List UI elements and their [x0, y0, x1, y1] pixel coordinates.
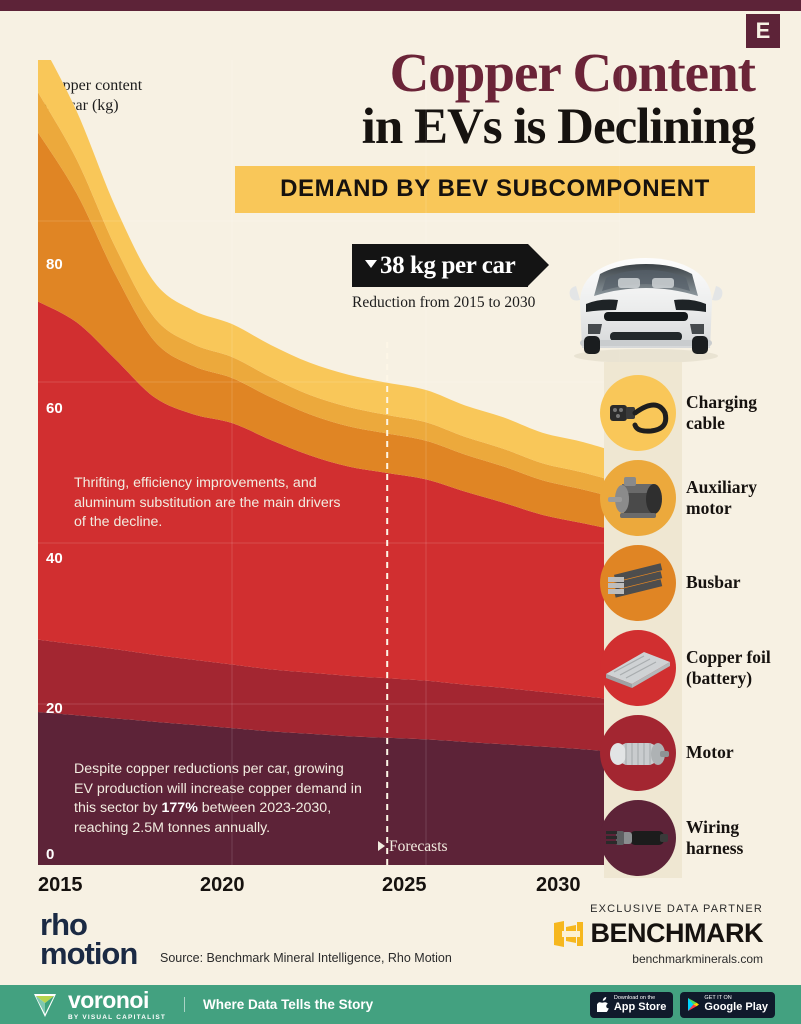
legend-label-line2: motor — [686, 497, 732, 518]
area-band-auxiliary-motor — [38, 92, 620, 499]
legend-label: Motor — [686, 742, 734, 763]
y-tick-40: 40 — [46, 550, 63, 567]
x-tick-2020: 2020 — [200, 874, 245, 896]
legend-swatch — [600, 544, 676, 621]
y-tick-0: 0 — [46, 846, 55, 863]
googleplay-big-label: Google Play — [704, 1000, 768, 1013]
forecast-marker: Forecasts — [378, 838, 448, 856]
publisher-logo-letter: E — [755, 18, 771, 43]
legend-swatch — [600, 629, 676, 706]
page-title-line1: Copper Content — [389, 42, 756, 103]
apple-icon — [596, 997, 609, 1012]
x-tick-2015: 2015 — [38, 874, 83, 896]
legend-label: Charging cable — [686, 392, 757, 434]
reduction-badge-caption: Reduction from 2015 to 2030 — [352, 294, 536, 311]
legend-label: Busbar — [686, 572, 740, 593]
voronoi-tagline-sub: BY VISUAL CAPITALIST — [68, 1013, 167, 1021]
appstore-button[interactable]: Download on the App Store — [589, 991, 674, 1018]
title-block: Copper Content in EVs is Declining DEMAN… — [235, 42, 756, 213]
legend-item-motor[interactable]: Motor — [600, 710, 801, 795]
chart-annotation-demand: Despite copper reductions per car, growi… — [74, 760, 364, 838]
legend-item-auxiliary[interactable]: Auxiliary motor — [600, 455, 801, 540]
googleplay-small-label: GET IT ON — [704, 994, 732, 1001]
wiring-harness-icon — [600, 800, 676, 876]
forecast-marker-label: Forecasts — [389, 838, 448, 855]
area-band-charging-cable — [38, 60, 620, 483]
voronoi-logo-icon — [34, 993, 56, 1017]
reduction-badge-value: 38 kg per car — [380, 251, 516, 279]
x-axis: 2015 2020 2025 2030 — [0, 874, 640, 904]
rho-motion-logo: rho motion — [40, 907, 138, 972]
legend-swatch — [600, 374, 676, 451]
legend-item-busbar[interactable]: Busbar — [600, 540, 801, 625]
x-tick-2030: 2030 — [536, 874, 581, 896]
legend-label-line1: Wiring — [686, 816, 740, 837]
legend-swatch — [600, 459, 676, 536]
area-band-copper-foil-battery — [38, 301, 620, 700]
source-credit: Source: Benchmark Mineral Intelligence, … — [160, 951, 452, 965]
legend-label-line1: Auxiliary — [686, 476, 757, 497]
legend-label-line2: harness — [686, 837, 744, 858]
voronoi-tagline: Where Data Tells the Story — [184, 997, 373, 1012]
area-band-motor — [38, 639, 620, 753]
motor-icon — [600, 715, 676, 791]
appstore-big-label: App Store — [613, 1000, 667, 1013]
stacked-area-chart: 80 60 40 20 0 Thrifting, efficiency impr… — [38, 60, 620, 865]
copper-foil-icon — [600, 630, 676, 706]
chart-svg — [38, 60, 620, 865]
area-band-wiring-harness — [38, 712, 620, 865]
legend-label-line1: Charging — [686, 391, 757, 412]
auxiliary-motor-icon — [600, 460, 676, 536]
legend-label-line2: cable — [686, 412, 725, 433]
google-play-icon — [688, 998, 700, 1011]
legend-label-line1: Copper foil — [686, 646, 771, 667]
ev-car-illustration — [569, 258, 723, 363]
data-partner-kicker: EXCLUSIVE DATA PARTNER — [590, 903, 763, 915]
googleplay-button[interactable]: GET IT ON Google Play — [680, 991, 775, 1018]
legend-swatch — [600, 799, 676, 876]
triangle-down-icon — [365, 260, 377, 268]
legend-swatch — [600, 714, 676, 791]
voronoi-wordmark: voronoi BY VISUAL CAPITALIST — [68, 986, 167, 1021]
rho-motion-line2: motion — [40, 936, 138, 972]
data-partner-url[interactable]: benchmarkminerals.com — [632, 952, 763, 966]
legend-label-line1: Motor — [686, 742, 734, 762]
annotation-demand-post: between 2023-2030, reaching 2.5M tonnes … — [74, 800, 332, 836]
reduction-badge: 38 kg per car — [352, 244, 549, 287]
voronoi-footer-bar: voronoi BY VISUAL CAPITALIST Where Data … — [0, 985, 801, 1024]
reduction-badge-block: 38 kg per car Reduction from 2015 to 203… — [352, 244, 552, 312]
chart-annotation-decline: Thrifting, efficiency improvements, and … — [74, 475, 341, 531]
legend-label: Wiring harness — [686, 817, 743, 859]
x-tick-2025: 2025 — [382, 874, 427, 896]
legend-label-line1: Busbar — [686, 572, 741, 592]
benchmark-mark-icon — [553, 920, 583, 947]
data-partner-name: BENCHMARK — [590, 918, 764, 948]
top-accent-bar — [0, 0, 801, 11]
legend-item-copper-foil[interactable]: Copper foil (battery) — [600, 625, 801, 710]
area-band-busbar — [38, 132, 620, 531]
appstore-small-label: Download on the — [613, 994, 656, 1001]
charging-cable-icon — [600, 375, 676, 451]
legend-label: Auxiliary motor — [686, 477, 757, 519]
y-tick-80: 80 — [46, 256, 63, 273]
legend-item-wiring[interactable]: Wiring harness — [600, 795, 801, 880]
y-tick-60: 60 — [46, 400, 63, 417]
legend-item-charging[interactable]: Charging cable — [600, 370, 801, 455]
benchmark-logo-row: BENCHMARK — [552, 918, 764, 949]
publisher-logo: E — [743, 11, 783, 51]
y-tick-20: 20 — [46, 700, 63, 717]
busbar-icon — [600, 545, 676, 621]
legend-label: Copper foil (battery) — [686, 647, 771, 689]
chart-legend: Charging cable Auxiliary motor Busbar Copper … — [600, 370, 801, 880]
page-title-line2: in EVs is Declining — [361, 99, 756, 156]
legend-label-line2: (battery) — [686, 667, 753, 688]
rho-motion-line1: rho — [40, 907, 88, 942]
subtitle-banner: DEMAND BY BEV SUBCOMPONENT — [235, 165, 755, 213]
annotation-demand-pre: Despite copper reductions per car, growi… — [74, 761, 362, 817]
annotation-demand-figure: 177% — [161, 800, 198, 817]
store-badges: Download on the App Store GET IT ON Goog… — [583, 991, 775, 1018]
triangle-right-icon — [378, 841, 385, 851]
voronoi-name: voronoi — [68, 986, 149, 1013]
data-partner-block: EXCLUSIVE DATA PARTNER BENCHMARK benchma… — [552, 903, 764, 966]
